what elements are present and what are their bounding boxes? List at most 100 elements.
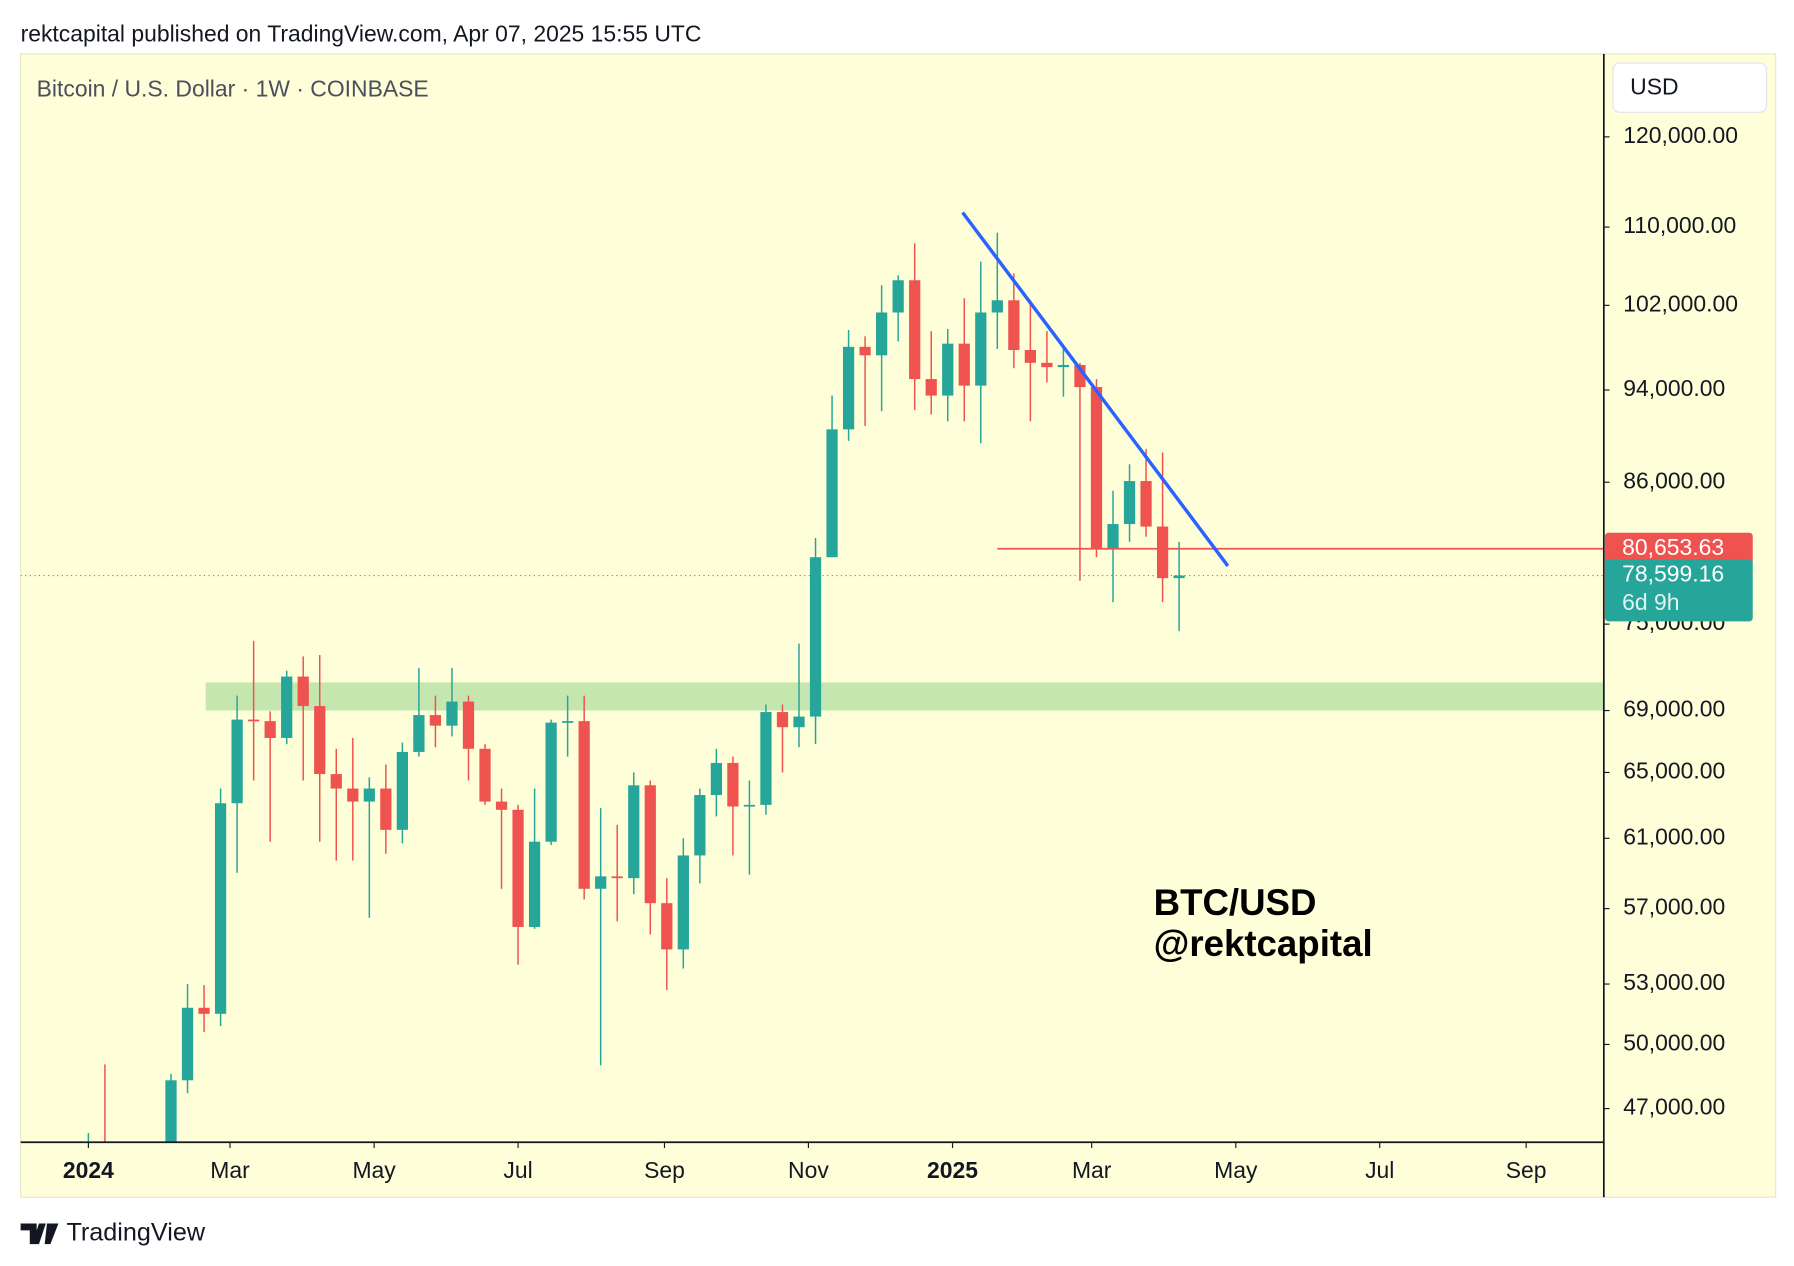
candle-body xyxy=(694,795,706,856)
watermark-line: @rektcapital xyxy=(1154,923,1373,964)
last-price-label: 78,599.16 xyxy=(1622,561,1724,587)
x-tick-label: Mar xyxy=(210,1157,250,1183)
candle-body xyxy=(743,804,756,807)
candle-body xyxy=(181,1007,194,1081)
support-zone xyxy=(205,682,1604,711)
candle-body xyxy=(892,280,904,313)
candle-body xyxy=(248,719,260,722)
candle-body xyxy=(314,706,326,775)
candle-body xyxy=(975,312,987,386)
x-tick-label: May xyxy=(1214,1157,1258,1183)
candle-body xyxy=(347,788,359,802)
x-tick-label: Mar xyxy=(1072,1157,1112,1183)
x-tick-label: 2025 xyxy=(927,1157,978,1183)
x-tick-label: Nov xyxy=(788,1157,829,1183)
last-price-tag xyxy=(1604,559,1753,622)
logo-icon xyxy=(20,1223,59,1245)
candle-body xyxy=(925,379,937,396)
candle-body xyxy=(760,712,772,805)
candle-body xyxy=(661,903,673,950)
candle-body xyxy=(198,1007,210,1014)
candle-body xyxy=(396,751,408,830)
watermark-line: BTC/USD xyxy=(1154,882,1317,923)
candle-body xyxy=(876,312,888,356)
candle-body xyxy=(562,721,574,723)
candle-body xyxy=(809,557,822,717)
candle-body xyxy=(942,343,954,396)
candle-body xyxy=(231,719,243,804)
candle-body xyxy=(330,774,342,789)
x-tick-label: May xyxy=(352,1157,396,1183)
candle-body xyxy=(1107,524,1119,549)
tradingview-logo: TradingView xyxy=(20,1219,206,1247)
x-tick-label: Jul xyxy=(503,1157,532,1183)
candle-body xyxy=(909,280,921,380)
y-tick-label: 110,000.00 xyxy=(1623,212,1736,238)
candle-body xyxy=(1008,300,1020,351)
candle-body xyxy=(297,676,309,707)
candle-body xyxy=(545,722,557,842)
publish-header: rektcapital published on TradingView.com… xyxy=(21,21,702,47)
candle-body xyxy=(826,429,838,558)
candle-body xyxy=(1074,364,1086,388)
plot-area xyxy=(20,211,1604,1143)
candle-body xyxy=(710,762,722,796)
y-tick-label: 47,000.00 xyxy=(1623,1094,1725,1120)
candle-body xyxy=(776,712,789,728)
y-tick-label: 61,000.00 xyxy=(1623,823,1725,849)
overlay: 47,000.00 50,000.00 53,000.00 57,000.00 61,0… xyxy=(63,122,1753,1183)
candle-body xyxy=(1173,575,1185,579)
candle-body xyxy=(1057,364,1070,368)
candle-body xyxy=(429,715,442,726)
candle-body xyxy=(842,346,855,430)
candle-body xyxy=(446,701,458,726)
x-tick-label: Sep xyxy=(1506,1157,1547,1183)
y-tick-label: 86,000.00 xyxy=(1623,467,1725,493)
candle-body xyxy=(644,785,656,904)
candle-body xyxy=(495,801,508,810)
candle-body xyxy=(793,716,805,728)
symbol-title: Bitcoin / U.S. Dollar · 1W · COINBASE xyxy=(37,76,429,102)
candle-body xyxy=(413,715,425,752)
currency-button[interactable] xyxy=(1612,62,1768,113)
candle-body xyxy=(380,788,392,830)
candle-body xyxy=(1156,526,1169,579)
candle-body xyxy=(528,841,541,927)
y-tick-label: 65,000.00 xyxy=(1623,758,1725,784)
y-tick-label: 102,000.00 xyxy=(1623,290,1738,316)
candle-body xyxy=(628,785,640,879)
candle-body xyxy=(958,343,970,386)
candle-body xyxy=(677,855,689,950)
trendline xyxy=(961,211,1230,567)
candle-body xyxy=(1024,350,1036,363)
candle-body xyxy=(1041,362,1053,368)
y-tick-label: 57,000.00 xyxy=(1623,894,1725,920)
candle-body xyxy=(578,721,590,889)
x-tick-label: Jul xyxy=(1365,1157,1394,1183)
candle-body xyxy=(1123,481,1136,525)
level-price-label: 80,653.63 xyxy=(1622,534,1724,560)
brand-name: TradingView xyxy=(66,1219,205,1247)
chart-panel xyxy=(20,53,1777,1198)
candle-body xyxy=(512,809,524,927)
y-tick-label: 69,000.00 xyxy=(1623,696,1725,722)
y-tick-label: 50,000.00 xyxy=(1623,1029,1725,1055)
candle-body xyxy=(363,788,375,802)
candle-body xyxy=(727,762,739,807)
candle-body xyxy=(595,876,607,889)
candle-body xyxy=(214,803,227,1014)
candle-body xyxy=(1140,481,1152,527)
candle-body xyxy=(281,676,293,738)
y-tick-label: 94,000.00 xyxy=(1623,375,1725,401)
y-tick-label: 53,000.00 xyxy=(1623,969,1725,995)
candle-body xyxy=(859,346,871,356)
candle-body xyxy=(165,1080,177,1143)
candle-body xyxy=(462,701,475,749)
candle-body xyxy=(264,721,276,738)
candle-body xyxy=(1090,387,1103,549)
bar-countdown: 6d 9h xyxy=(1622,589,1679,615)
currency-label[interactable]: USD xyxy=(1630,73,1678,99)
x-tick-label: Sep xyxy=(644,1157,685,1183)
